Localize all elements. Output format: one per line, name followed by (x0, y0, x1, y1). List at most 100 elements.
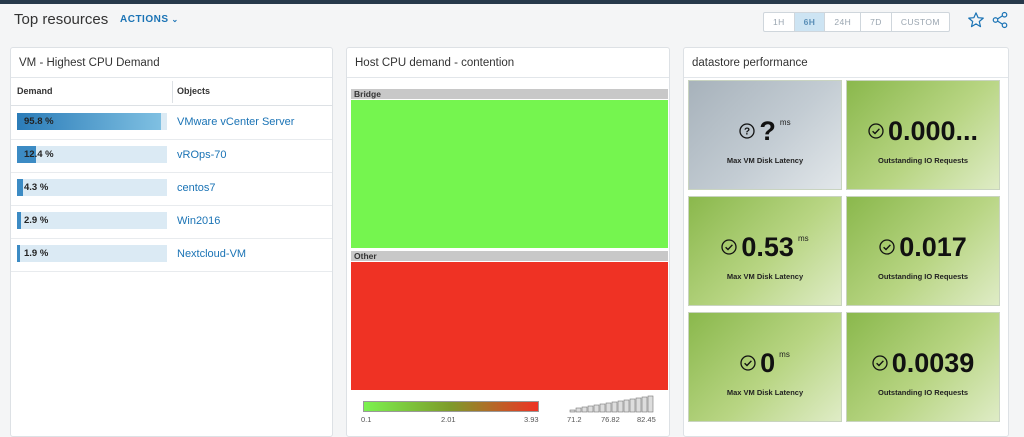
panel-title: Host CPU demand - contention (355, 57, 515, 69)
demand-bar: 2.9 % (17, 212, 167, 229)
table-row[interactable]: 2.9 % Win2016 (11, 205, 332, 239)
demand-bar-fill (17, 113, 161, 130)
demand-value: 95.8 % (24, 116, 54, 127)
metric-label: Outstanding IO Requests (877, 272, 968, 281)
metric-value-row: 0.0039 (847, 349, 999, 377)
chevron-down-icon: ⌄ (171, 15, 179, 24)
demand-bar-fill (17, 245, 20, 262)
metric-label: Max VM Disk Latency (726, 388, 804, 397)
metric-tile[interactable]: 0.017 Outstanding IO Requests (846, 196, 1000, 306)
divider (347, 77, 669, 78)
treemap-group-label: Other (351, 251, 668, 261)
metric-tile[interactable]: 0 ms Max VM Disk Latency (688, 312, 842, 422)
demand-value: 1.9 % (24, 248, 49, 259)
demand-bar: 1.9 % (17, 245, 167, 262)
check-circle-icon (879, 239, 895, 255)
star-icon[interactable] (967, 11, 985, 29)
metric-value-row: 0.017 (847, 233, 999, 261)
legend-tick: 3.93 (524, 415, 539, 424)
question-circle-icon: ? (739, 123, 756, 139)
metric-value-row: ?? ms (689, 117, 841, 145)
vm-object-link[interactable]: Nextcloud-VM (177, 248, 247, 260)
time-range-7d[interactable]: 7D (861, 13, 892, 31)
metric-value: ? (759, 116, 776, 146)
time-range-custom[interactable]: CUSTOM (900, 17, 940, 27)
vm-object-link[interactable]: centos7 (177, 182, 216, 194)
actions-menu[interactable]: ACTIONS ⌄ (120, 14, 179, 25)
table-row[interactable]: 4.3 % centos7 (11, 172, 332, 206)
histogram-bar (611, 401, 618, 413)
histogram-bar (641, 396, 648, 413)
histogram-bar (581, 406, 588, 413)
treemap-cell-other[interactable] (351, 262, 668, 390)
time-range-6h[interactable]: 6H (794, 13, 826, 31)
demand-bar: 12.4 % (17, 146, 167, 163)
histogram-bar (587, 405, 594, 413)
check-circle-icon (872, 355, 888, 371)
legend-tick: 0.1 (361, 415, 372, 424)
check-circle-icon (868, 123, 884, 139)
metric-tile[interactable]: 0.53 ms Max VM Disk Latency (688, 196, 842, 306)
divider (684, 77, 1008, 78)
treemap-group-label: Bridge (351, 89, 668, 99)
metric-label: Outstanding IO Requests (877, 156, 968, 165)
vm-object-link[interactable]: vROps-70 (177, 149, 227, 161)
histogram-bar (623, 399, 630, 413)
time-range-1h[interactable]: 1H (764, 13, 795, 31)
metric-value-row: 0 ms (689, 349, 841, 377)
metric-value: 0 (760, 348, 776, 378)
share-icon[interactable] (991, 11, 1009, 29)
vm-object-link[interactable]: Win2016 (177, 215, 221, 227)
demand-bar: 95.8 % (17, 113, 167, 130)
top-bar (0, 0, 1024, 4)
metric-tile[interactable]: ?? ms Max VM Disk Latency (688, 80, 842, 190)
actions-label: ACTIONS (120, 14, 169, 25)
metric-unit: ms (779, 118, 791, 127)
panel-title: datastore performance (692, 57, 808, 69)
demand-value: 12.4 % (24, 149, 54, 160)
metric-unit: ms (797, 234, 809, 243)
legend-tick: 2.01 (441, 415, 456, 424)
svg-text:?: ? (744, 127, 750, 138)
check-circle-icon (740, 355, 756, 371)
check-circle-icon (721, 239, 738, 255)
legend-tick: 71.2 (567, 415, 582, 424)
metric-value: 0.0039 (891, 348, 975, 378)
metric-value: 0.017 (899, 232, 967, 262)
table-row[interactable]: 1.9 % Nextcloud-VM (11, 238, 332, 272)
metric-value-row: 0.53 ms (689, 233, 841, 261)
metric-tile[interactable]: 0.0039 Outstanding IO Requests (846, 312, 1000, 422)
host-cpu-panel: Host CPU demand - contention Bridge Othe… (346, 47, 670, 437)
histogram-bar (617, 400, 624, 413)
column-header-demand[interactable]: Demand (17, 86, 53, 96)
histogram-bar (647, 395, 654, 413)
page-title: Top resources (14, 11, 109, 28)
demand-value: 4.3 % (24, 182, 49, 193)
metric-label: Max VM Disk Latency (726, 156, 804, 165)
legend-tick: 82.45 (637, 415, 656, 424)
vm-object-link[interactable]: VMware vCenter Server (177, 116, 295, 128)
histogram-bar (629, 398, 636, 413)
histogram-bar (599, 403, 606, 413)
size-legend-histogram (569, 395, 654, 413)
treemap-cell-bridge[interactable] (351, 100, 668, 248)
metric-tile[interactable]: 0.000... Outstanding IO Requests (846, 80, 1000, 190)
demand-bar-fill (17, 179, 23, 196)
legend-tick: 76.82 (601, 415, 620, 424)
histogram-bar (575, 407, 582, 413)
demand-bar-fill (17, 212, 21, 229)
time-range-selector: 1H 6H 24H 7D CUSTOM (763, 12, 950, 32)
metric-value: 0.000... (887, 116, 979, 146)
column-header-objects[interactable]: Objects (177, 86, 211, 96)
metric-unit: ms (779, 350, 790, 359)
panel-title: VM - Highest CPU Demand (19, 57, 160, 69)
column-separator[interactable] (172, 81, 173, 103)
demand-bar-fill (17, 146, 36, 163)
table-row[interactable]: 12.4 % vROps-70 (11, 139, 332, 173)
color-legend-gradient (363, 401, 539, 412)
histogram-bar (593, 404, 600, 413)
histogram-bar (569, 409, 576, 413)
time-range-24h[interactable]: 24H (825, 13, 862, 31)
table-row[interactable]: 95.8 % VMware vCenter Server (11, 106, 332, 140)
metric-value: 0.53 (741, 232, 794, 262)
